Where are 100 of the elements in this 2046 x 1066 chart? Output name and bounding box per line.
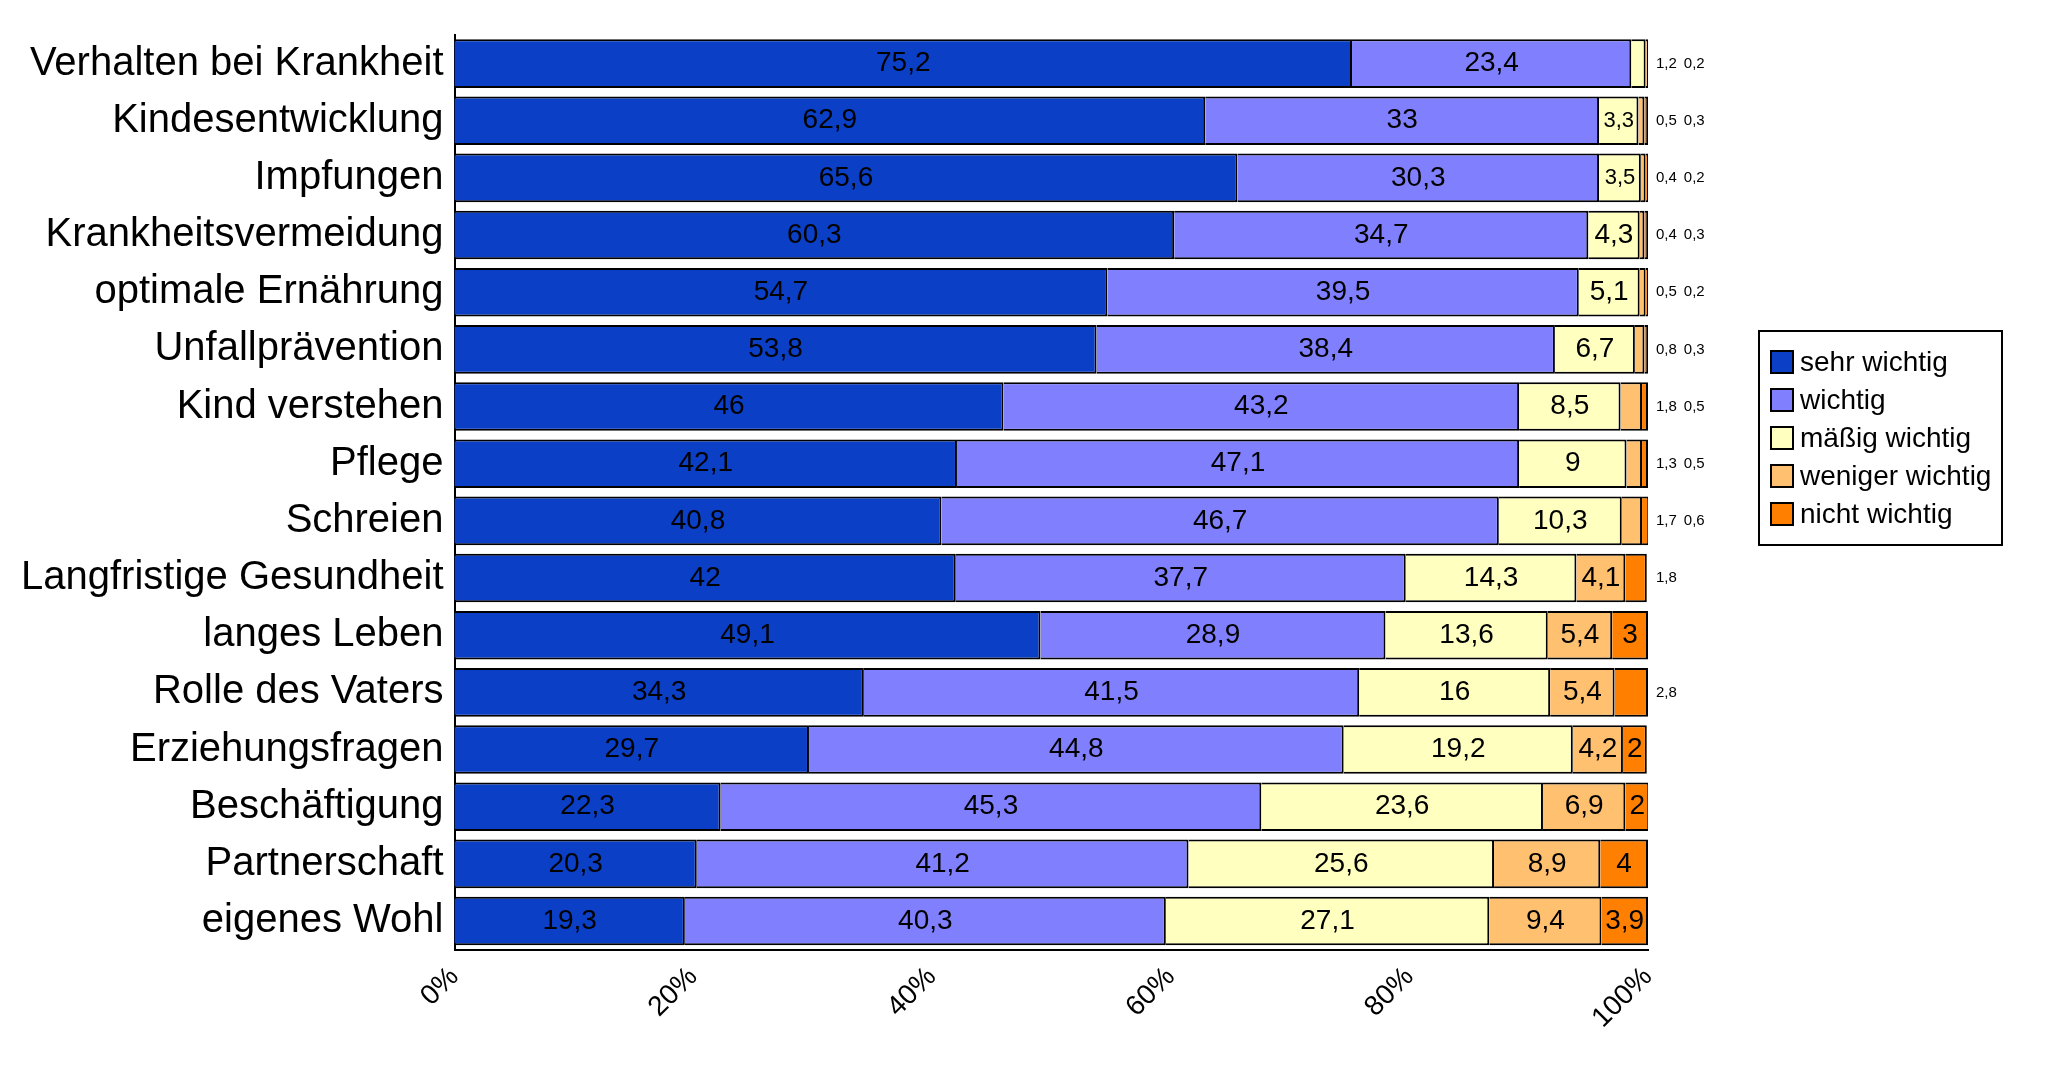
data-label: 47,1	[1210, 446, 1266, 478]
data-label: 3,9	[1605, 903, 1645, 935]
data-label: 34,7	[1354, 217, 1409, 249]
data-label: 14,3	[1463, 560, 1519, 592]
data-label: 1,3	[1656, 453, 1677, 471]
data-label: 0,8	[1656, 339, 1677, 357]
y-tick-label: Pflege	[330, 438, 444, 483]
data-label: 8,5	[1550, 389, 1590, 421]
data-label: 1,2	[1656, 53, 1677, 71]
y-tick-label: optimale Ernährung	[94, 267, 444, 312]
data-label: 49,1	[720, 617, 775, 649]
legend-label: weniger wichtig	[1800, 460, 1992, 492]
y-tick-label: Unfallprävention	[154, 324, 444, 369]
y-tick-label: Verhalten bei Krankheit	[29, 38, 444, 83]
legend-label: wichtig	[1800, 384, 1886, 416]
data-label: 5,1	[1589, 274, 1629, 306]
data-label: 20,3	[548, 846, 603, 878]
data-label: 43,2	[1234, 389, 1289, 421]
data-label: 6,7	[1575, 332, 1615, 364]
data-label: 0,5	[1683, 453, 1705, 471]
data-label: 16	[1439, 675, 1471, 707]
data-label: 41,5	[1084, 675, 1139, 707]
data-label: 2	[1629, 789, 1646, 821]
data-label: 25,6	[1314, 846, 1369, 878]
data-label: 42,1	[678, 446, 733, 478]
data-label: 0,3	[1683, 339, 1705, 357]
data-label: 0,5	[1656, 282, 1677, 300]
data-label: 3,3	[1603, 106, 1635, 132]
data-label: 10,3	[1533, 503, 1588, 535]
data-label: 2,8	[1656, 682, 1677, 700]
data-label: 37,7	[1153, 560, 1208, 592]
data-label: 44,8	[1049, 732, 1104, 764]
data-label: 40,3	[898, 903, 953, 935]
data-label: 3,5	[1604, 163, 1636, 189]
data-label: 0,5	[1656, 110, 1677, 128]
data-label: 1,7	[1656, 511, 1677, 529]
data-label: 53,8	[748, 332, 803, 364]
data-label: 0,5	[1683, 396, 1705, 414]
data-label: 4	[1616, 846, 1632, 878]
data-label: 1,8	[1656, 568, 1677, 586]
data-label: 0,4	[1656, 168, 1677, 186]
data-label: 0,2	[1683, 168, 1705, 186]
y-tick-label: Schreien	[285, 495, 444, 540]
y-tick-label: Partnerschaft	[205, 838, 444, 883]
data-label: 5,4	[1562, 675, 1602, 707]
data-label: 4,3	[1594, 217, 1634, 249]
y-tick-label: Rolle des Vaters	[152, 667, 444, 712]
data-label: 0,2	[1683, 282, 1705, 300]
y-tick-label: Kindesentwicklung	[112, 95, 444, 140]
data-label: 9,4	[1525, 903, 1565, 935]
x-tick-label: 40%	[880, 960, 942, 1022]
data-label: 1,8	[1656, 396, 1677, 414]
y-tick-label: Beschäftigung	[189, 781, 444, 826]
data-label: 4,1	[1581, 560, 1621, 592]
data-label: 75,2	[876, 46, 931, 78]
data-label: 45,3	[963, 789, 1019, 821]
data-label: 13,6	[1439, 617, 1494, 649]
data-label: 41,2	[915, 846, 970, 878]
data-label: 46,7	[1192, 503, 1248, 535]
data-label: 0,2	[1683, 53, 1705, 71]
data-label: 60,3	[787, 217, 842, 249]
data-label: 23,4	[1464, 46, 1519, 78]
y-tick-label: Krankheitsvermeidung	[45, 210, 444, 255]
data-label: 22,3	[560, 789, 615, 821]
data-label: 54,7	[753, 274, 809, 306]
y-tick-label: eigenes Wohl	[201, 896, 444, 941]
data-label: 0,3	[1683, 110, 1705, 128]
y-tick-label: Kind verstehen	[176, 381, 444, 426]
y-tick-label: Erziehungsfragen	[129, 724, 444, 769]
data-label: 62,9	[802, 103, 858, 135]
data-label: 65,6	[818, 160, 874, 192]
data-label: 34,3	[631, 675, 687, 707]
data-label: 5,4	[1560, 617, 1600, 649]
legend-label: mäßig wichtig	[1800, 422, 1972, 454]
x-tick-label: 80%	[1357, 960, 1419, 1022]
data-label: 3	[1622, 617, 1638, 649]
y-tick-label: langes Leben	[203, 610, 444, 655]
legend-label: nicht wichtig	[1800, 498, 1953, 530]
data-label: 0,4	[1656, 225, 1677, 243]
data-label: 9	[1565, 446, 1581, 478]
data-label: 39,5	[1315, 274, 1371, 306]
data-label: 46	[713, 389, 745, 421]
data-label: 0,6	[1683, 511, 1705, 529]
data-label: 29,7	[604, 732, 659, 764]
y-tick-label: Langfristige Gesundheit	[21, 553, 444, 598]
data-label: 6,9	[1564, 789, 1604, 821]
text: sehr wichtig	[1800, 346, 1948, 378]
data-label: 2	[1627, 732, 1643, 764]
data-label: 0,3	[1683, 225, 1705, 243]
data-label: 38,4	[1298, 332, 1354, 364]
y-tick-label: Impfungen	[254, 152, 444, 197]
data-label: 33	[1386, 103, 1418, 135]
data-label: 42	[689, 560, 721, 592]
data-label: 8,9	[1527, 846, 1567, 878]
data-label: 19,2	[1430, 732, 1486, 764]
data-label: 40,8	[670, 503, 726, 535]
x-tick-label: 60%	[1118, 960, 1181, 1022]
data-label: 23,6	[1374, 789, 1430, 821]
data-label: 19,3	[542, 903, 597, 935]
data-label: 4,2	[1578, 732, 1618, 764]
